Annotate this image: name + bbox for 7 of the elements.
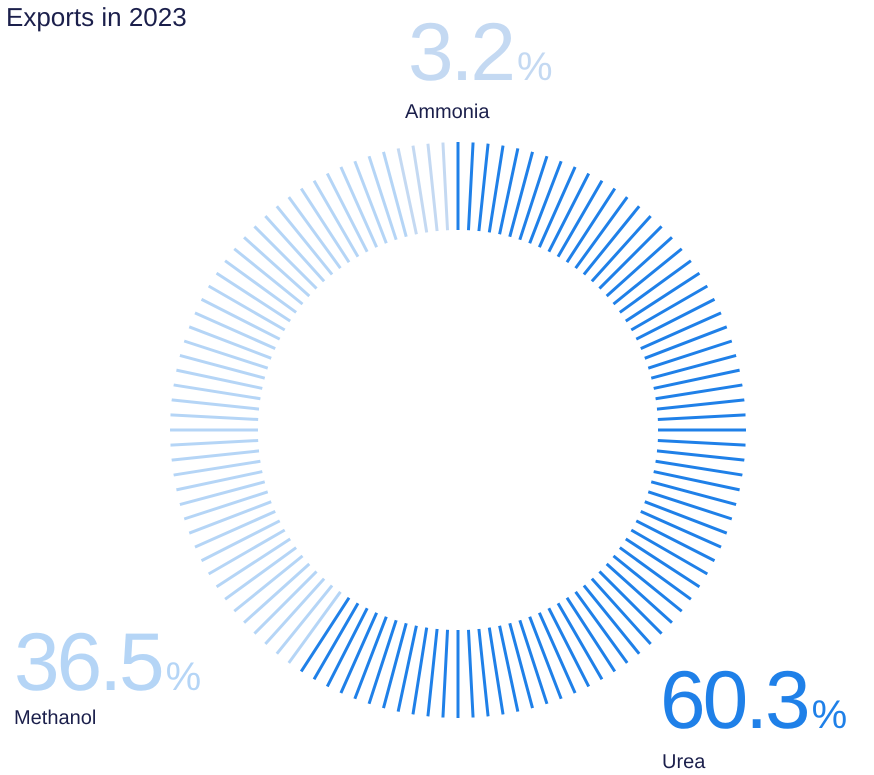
slice-label: Urea: [662, 751, 706, 773]
slice-label: Ammonia: [405, 101, 490, 123]
data-label: 36.5%: [14, 617, 201, 708]
data-label: 60.3%: [660, 655, 847, 746]
data-label: 3.2%: [408, 7, 552, 98]
chart-title: Exports in 2023: [6, 2, 187, 32]
slice-label: Methanol: [14, 707, 96, 729]
